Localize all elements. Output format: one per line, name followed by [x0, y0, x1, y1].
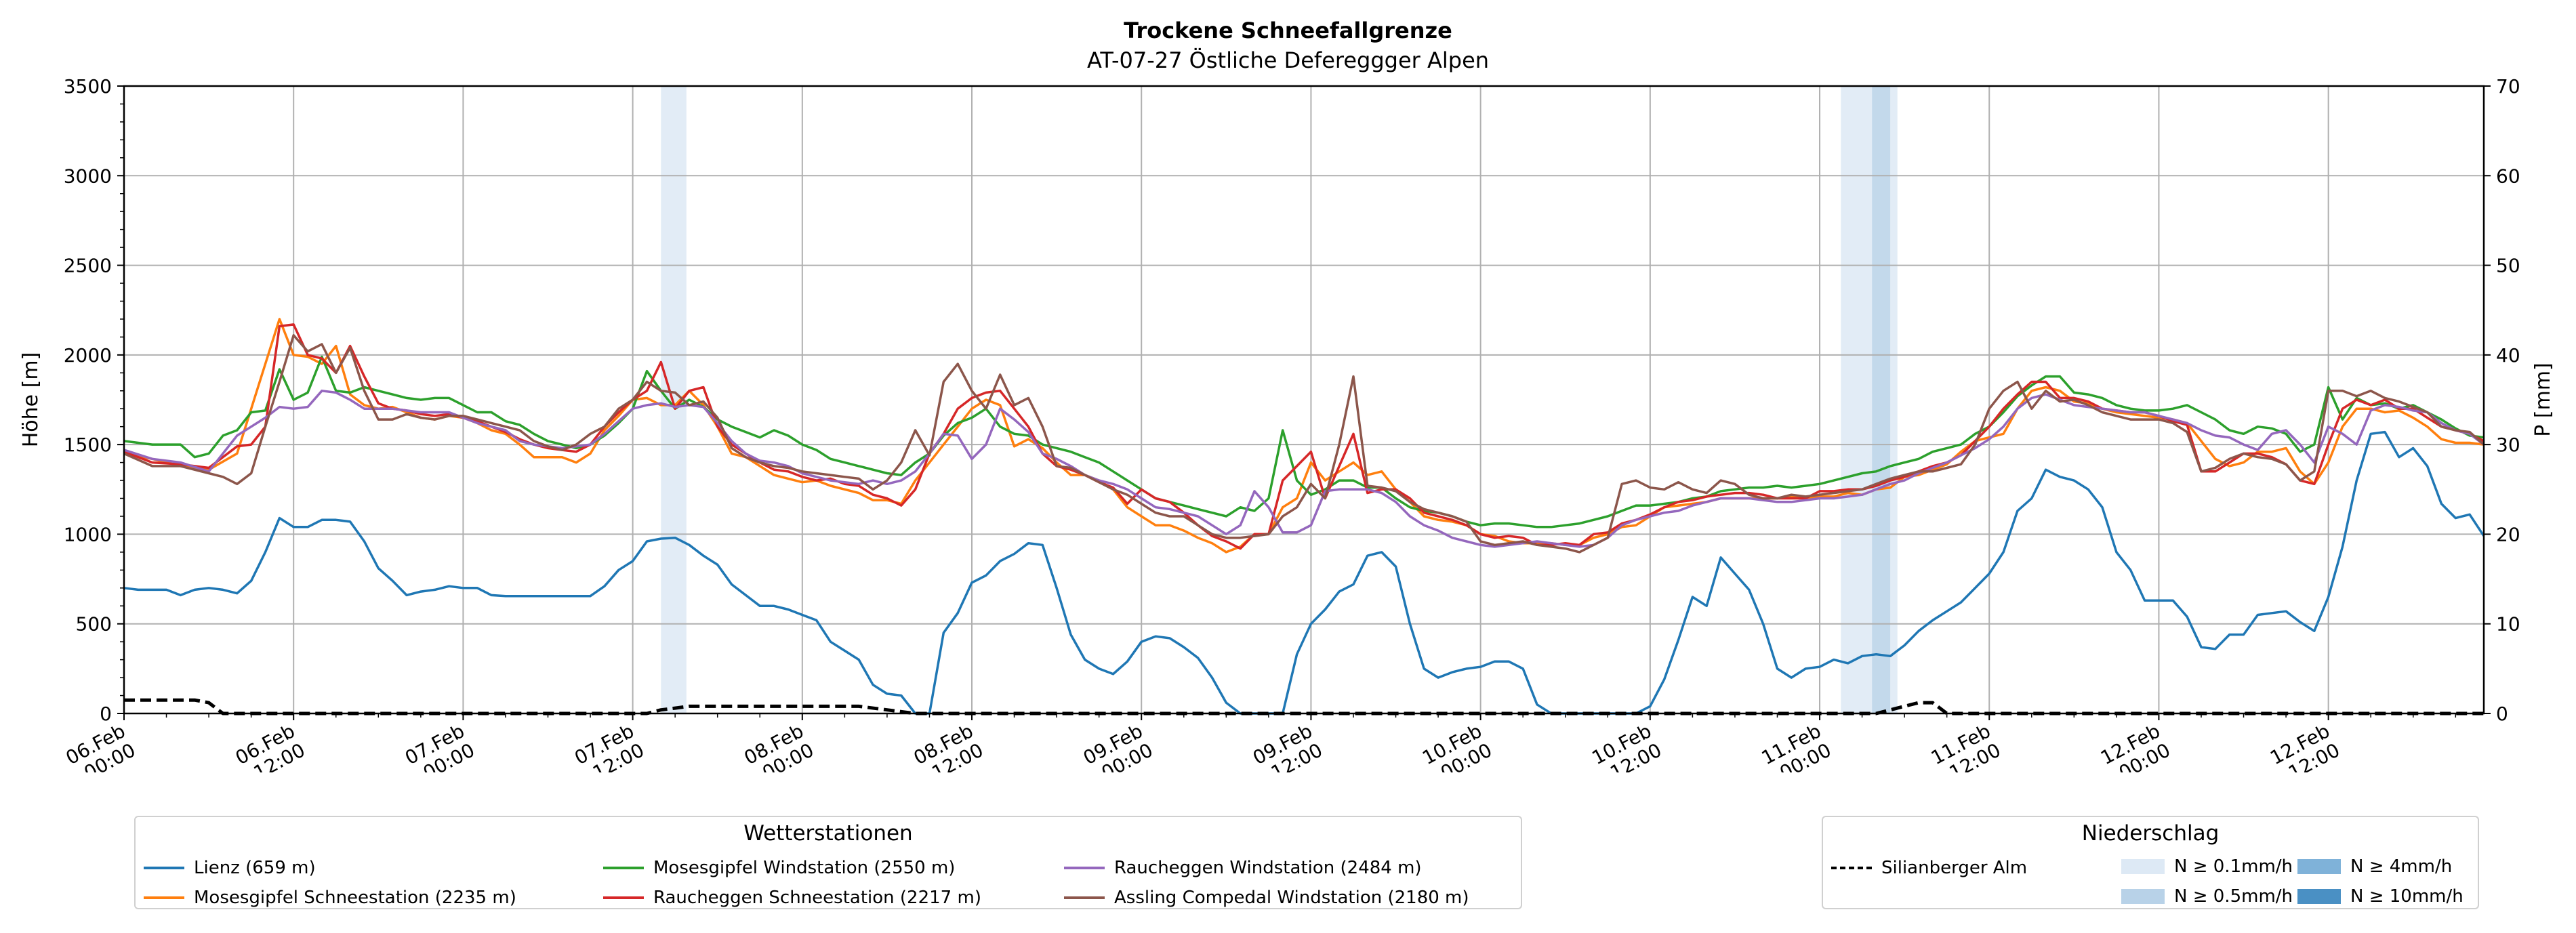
legend-entry-station: Raucheggen Schneestation (2217 m)	[603, 888, 981, 908]
precip-shade-band	[1841, 86, 1873, 713]
legend-line-icon	[144, 867, 184, 869]
grid	[123, 85, 2484, 714]
legend-line-icon	[603, 867, 644, 869]
legend-entry-station: Lienz (659 m)	[144, 858, 316, 878]
series-line	[123, 334, 2485, 554]
chart-title: Trockene Schneefallgrenze	[1124, 18, 1452, 43]
y-tick-label-right: 30	[2496, 434, 2520, 456]
legend-entry-precip-level: N ≥ 4mm/h	[2297, 856, 2452, 877]
y-tick-label-right: 40	[2496, 344, 2520, 367]
legend-line-icon	[1064, 867, 1105, 869]
legend-entry-precip-level: N ≥ 0.5mm/h	[2121, 886, 2293, 907]
y-tick-label-right: 60	[2496, 165, 2520, 187]
precipitation-shading	[661, 86, 1898, 713]
legend-color-patch-icon	[2121, 889, 2165, 904]
series-line	[123, 318, 2485, 554]
y-tick-label-left: 0	[100, 703, 112, 725]
series-line	[123, 430, 2485, 715]
y-tick-label-left: 500	[76, 613, 112, 636]
legend-label: N ≥ 0.5mm/h	[2174, 886, 2293, 907]
y-tick-label-right: 0	[2496, 703, 2508, 725]
legend-label: Mosesgipfel Windstation (2550 m)	[653, 858, 956, 878]
y-tick-label-left: 1000	[64, 523, 112, 545]
legend-label: Mosesgipfel Schneestation (2235 m)	[194, 888, 516, 908]
legend-entry-station: Assling Compedal Windstation (2180 m)	[1064, 888, 1469, 908]
legend-precipitation: Niederschlag Silianberger Alm N ≥ 0.1mm/…	[1822, 816, 2479, 909]
legend-line-icon	[144, 896, 184, 899]
chart-plot: 0 0 500 10 1000 20 1500 30 2000 40 2500 50 3000 60 350…	[19, 75, 2555, 772]
plot-frame	[123, 85, 2485, 715]
y-tick-label-left: 2000	[64, 344, 112, 367]
legend-line-icon	[603, 896, 644, 899]
legend-line-icon	[1064, 896, 1105, 899]
legend-stations-title: Wetterstationen	[743, 821, 913, 846]
legend-entry-precip-level: N ≥ 0.1mm/h	[2121, 856, 2293, 877]
y-tick-label-right: 70	[2496, 75, 2520, 98]
series-line	[123, 355, 2485, 528]
series-line	[123, 323, 2485, 550]
legend-color-patch-icon	[2297, 889, 2341, 904]
legend-entry-station: Mosesgipfel Windstation (2550 m)	[603, 858, 955, 878]
legend-label: Raucheggen Schneestation (2217 m)	[653, 888, 981, 908]
legend-entry-silianberger-alm: Silianberger Alm	[1831, 858, 2027, 878]
legend-label: N ≥ 4mm/h	[2350, 856, 2453, 877]
legend-label: Assling Compedal Windstation (2180 m)	[1114, 888, 1469, 908]
legend-entry-precip-level: N ≥ 10mm/h	[2297, 886, 2463, 907]
y-tick-label-right: 10	[2496, 613, 2520, 636]
axis-ticks: 0 0 500 10 1000 20 1500 30 2000 40 2500 50 3000 60 350…	[62, 75, 2520, 772]
legend-color-patch-icon	[2121, 859, 2165, 874]
legend-precipitation-title: Niederschlag	[2081, 821, 2220, 846]
precip-shade-band	[1872, 86, 1891, 713]
series-lines	[123, 318, 2485, 716]
y-tick-label-right: 50	[2496, 255, 2520, 277]
y-tick-label-left: 3000	[64, 165, 112, 187]
y-tick-label-left: 3500	[64, 75, 112, 98]
legend-label: Silianberger Alm	[1881, 858, 2028, 878]
legend-entry-station: Raucheggen Windstation (2484 m)	[1064, 858, 1422, 878]
legend-label: N ≥ 10mm/h	[2350, 886, 2463, 907]
y-tick-label-left: 2500	[64, 255, 112, 277]
y-tick-label-left: 1500	[64, 434, 112, 456]
precip-shade-band	[1890, 86, 1898, 713]
legend-label: Raucheggen Windstation (2484 m)	[1114, 858, 1422, 878]
series-line	[124, 698, 2484, 716]
legend-label: Lienz (659 m)	[194, 858, 316, 878]
y-axis-label-left: Höhe [m]	[19, 352, 43, 448]
y-tick-label-right: 20	[2496, 523, 2520, 545]
legend-stations: Wetterstationen Lienz (659 m) Mosesgipfel…	[134, 816, 1522, 909]
y-axis-label-right: P [mm]	[2531, 362, 2555, 436]
legend-label: N ≥ 0.1mm/h	[2174, 856, 2293, 877]
legend-color-patch-icon	[2297, 859, 2341, 874]
chart-subtitle: AT-07-27 Östliche Defereggger Alpen	[1086, 47, 1490, 73]
legend-entry-station: Mosesgipfel Schneestation (2235 m)	[144, 888, 516, 908]
legend-dashed-line-icon	[1831, 867, 1872, 869]
